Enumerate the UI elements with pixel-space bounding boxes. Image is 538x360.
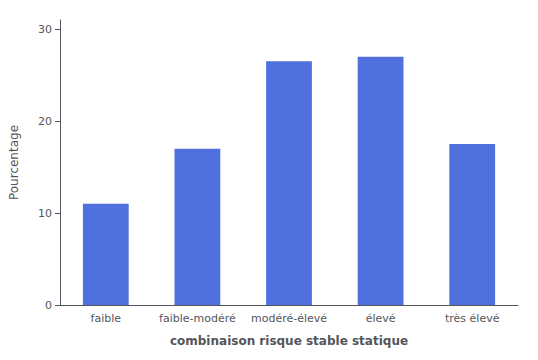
svg-text:modéré-élevé: modéré-élevé	[251, 312, 327, 325]
svg-text:30: 30	[38, 23, 52, 36]
svg-text:10: 10	[38, 207, 52, 220]
svg-text:combinaison risque stable stat: combinaison risque stable statique	[170, 334, 408, 348]
svg-text:0: 0	[45, 299, 52, 312]
svg-text:faible-modéré: faible-modéré	[159, 312, 236, 325]
svg-text:Pourcentage: Pourcentage	[7, 125, 21, 200]
svg-text:20: 20	[38, 115, 52, 128]
svg-text:faible: faible	[91, 312, 122, 325]
svg-text:très élevé: très élevé	[445, 312, 500, 325]
svg-text:élevé: élevé	[366, 312, 396, 325]
